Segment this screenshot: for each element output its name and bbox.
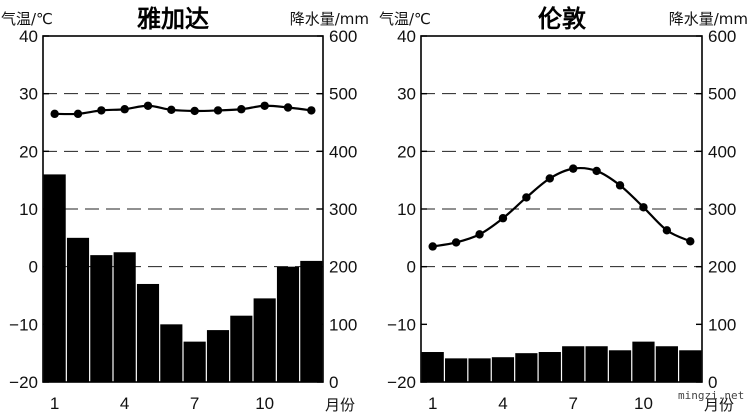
right-axis-tick-label: 600 bbox=[708, 27, 736, 46]
precipitation-bar bbox=[538, 352, 561, 382]
temperature-point bbox=[97, 106, 106, 115]
precipitation-bar bbox=[90, 255, 113, 382]
temperature-point bbox=[451, 238, 461, 247]
precipitation-bar bbox=[43, 174, 66, 382]
precipitation-bar bbox=[632, 341, 655, 382]
right-axis-tick-label: 200 bbox=[329, 258, 357, 277]
left-axis-tick-label: 20 bbox=[19, 142, 38, 161]
temperature-point bbox=[569, 164, 578, 173]
temperature-point bbox=[260, 101, 269, 110]
right-axis-tick-label: 500 bbox=[329, 85, 357, 104]
x-axis-unit: 月份 bbox=[704, 396, 734, 414]
left-axis-tick-label: −10 bbox=[387, 315, 416, 334]
temperature-point bbox=[50, 109, 59, 119]
precipitation-bar bbox=[468, 358, 491, 382]
precipitation-bar bbox=[230, 315, 253, 382]
x-axis-tick-label: 1 bbox=[50, 394, 59, 413]
right-axis-tick-label: 400 bbox=[708, 142, 736, 161]
temperature-point bbox=[143, 101, 153, 110]
x-axis-tick-label: 4 bbox=[498, 394, 507, 413]
x-axis-tick-label: 10 bbox=[634, 394, 653, 413]
right-axis-unit: 降水量/mm bbox=[669, 10, 748, 28]
temperature-point bbox=[283, 103, 293, 112]
temperature-point bbox=[498, 214, 508, 223]
temperature-point bbox=[213, 106, 223, 115]
right-axis-tick-label: 200 bbox=[708, 258, 736, 277]
left-axis-unit: 气温/℃ bbox=[379, 10, 431, 28]
left-axis-tick-label: 10 bbox=[19, 200, 38, 219]
left-axis-unit: 气温/℃ bbox=[1, 10, 53, 28]
temperature-point bbox=[428, 242, 437, 251]
precipitation-bar bbox=[445, 358, 468, 382]
left-axis-tick-label: 0 bbox=[29, 258, 38, 277]
precipitation-bar bbox=[113, 252, 136, 382]
left-axis-tick-label: −20 bbox=[9, 373, 38, 392]
temperature-line bbox=[54, 104, 312, 116]
x-axis-tick-label: 4 bbox=[120, 394, 129, 413]
precipitation-bar bbox=[253, 298, 276, 382]
right-axis-tick-label: 300 bbox=[708, 200, 736, 219]
left-axis-tick-label: 30 bbox=[19, 85, 38, 104]
precipitation-bar bbox=[136, 283, 160, 382]
x-axis-tick-label: 7 bbox=[190, 394, 199, 413]
temperature-point bbox=[73, 109, 83, 119]
x-axis-unit: 月份 bbox=[325, 396, 355, 414]
left-axis-tick-label: 20 bbox=[397, 142, 416, 161]
watermark: mingzi.net bbox=[678, 389, 744, 402]
temperature-point bbox=[662, 226, 672, 235]
temperature-point bbox=[592, 166, 601, 176]
precipitation-bar bbox=[655, 346, 678, 382]
left-axis-tick-label: 0 bbox=[407, 258, 416, 277]
precipitation-bar bbox=[679, 350, 702, 382]
temperature-point bbox=[307, 106, 316, 115]
left-axis-tick-label: −20 bbox=[387, 373, 416, 392]
left-axis-tick-label: 10 bbox=[397, 200, 416, 219]
x-axis-tick-label: 7 bbox=[568, 394, 577, 413]
precipitation-bar bbox=[206, 330, 230, 382]
precipitation-bar bbox=[515, 353, 538, 382]
right-axis-tick-label: 0 bbox=[708, 373, 717, 392]
temperature-point bbox=[190, 106, 199, 116]
left-axis-tick-label: −10 bbox=[9, 315, 38, 334]
chart-title: 伦敦 bbox=[538, 5, 587, 33]
precipitation-bar bbox=[183, 341, 206, 382]
temperature-point bbox=[167, 105, 176, 115]
right-axis-tick-label: 400 bbox=[329, 142, 357, 161]
precipitation-bar bbox=[160, 324, 183, 382]
temperature-point bbox=[639, 203, 648, 212]
precipitation-bar bbox=[421, 352, 444, 382]
temperature-point bbox=[545, 174, 554, 183]
temperature-point bbox=[615, 181, 625, 190]
temperature-point bbox=[120, 105, 129, 114]
chart-title: 雅加达 bbox=[137, 5, 209, 33]
right-axis-unit: 降水量/mm bbox=[290, 10, 369, 28]
precipitation-bar bbox=[491, 357, 515, 382]
left-axis-tick-label: 40 bbox=[397, 27, 416, 46]
temperature-point bbox=[475, 230, 484, 239]
left-axis-tick-label: 30 bbox=[397, 85, 416, 104]
right-axis-tick-label: 500 bbox=[708, 85, 736, 104]
precipitation-bar bbox=[562, 346, 585, 382]
x-axis-tick-label: 1 bbox=[428, 394, 437, 413]
precipitation-bar bbox=[608, 350, 632, 382]
right-axis-tick-label: 100 bbox=[329, 315, 357, 334]
temperature-line bbox=[432, 166, 691, 248]
right-axis-tick-label: 600 bbox=[329, 27, 357, 46]
left-axis-tick-label: 40 bbox=[19, 27, 38, 46]
temperature-point bbox=[522, 193, 531, 202]
right-axis-tick-label: 0 bbox=[329, 373, 338, 392]
precipitation-bar bbox=[585, 346, 608, 382]
right-axis-tick-label: 300 bbox=[329, 200, 357, 219]
precipitation-bar bbox=[276, 266, 300, 382]
x-axis-tick-label: 10 bbox=[255, 394, 274, 413]
temperature-point bbox=[237, 105, 246, 114]
right-axis-tick-label: 100 bbox=[708, 315, 736, 334]
temperature-point bbox=[686, 237, 695, 246]
precipitation-bar bbox=[66, 237, 90, 382]
precipitation-bar bbox=[300, 260, 323, 382]
